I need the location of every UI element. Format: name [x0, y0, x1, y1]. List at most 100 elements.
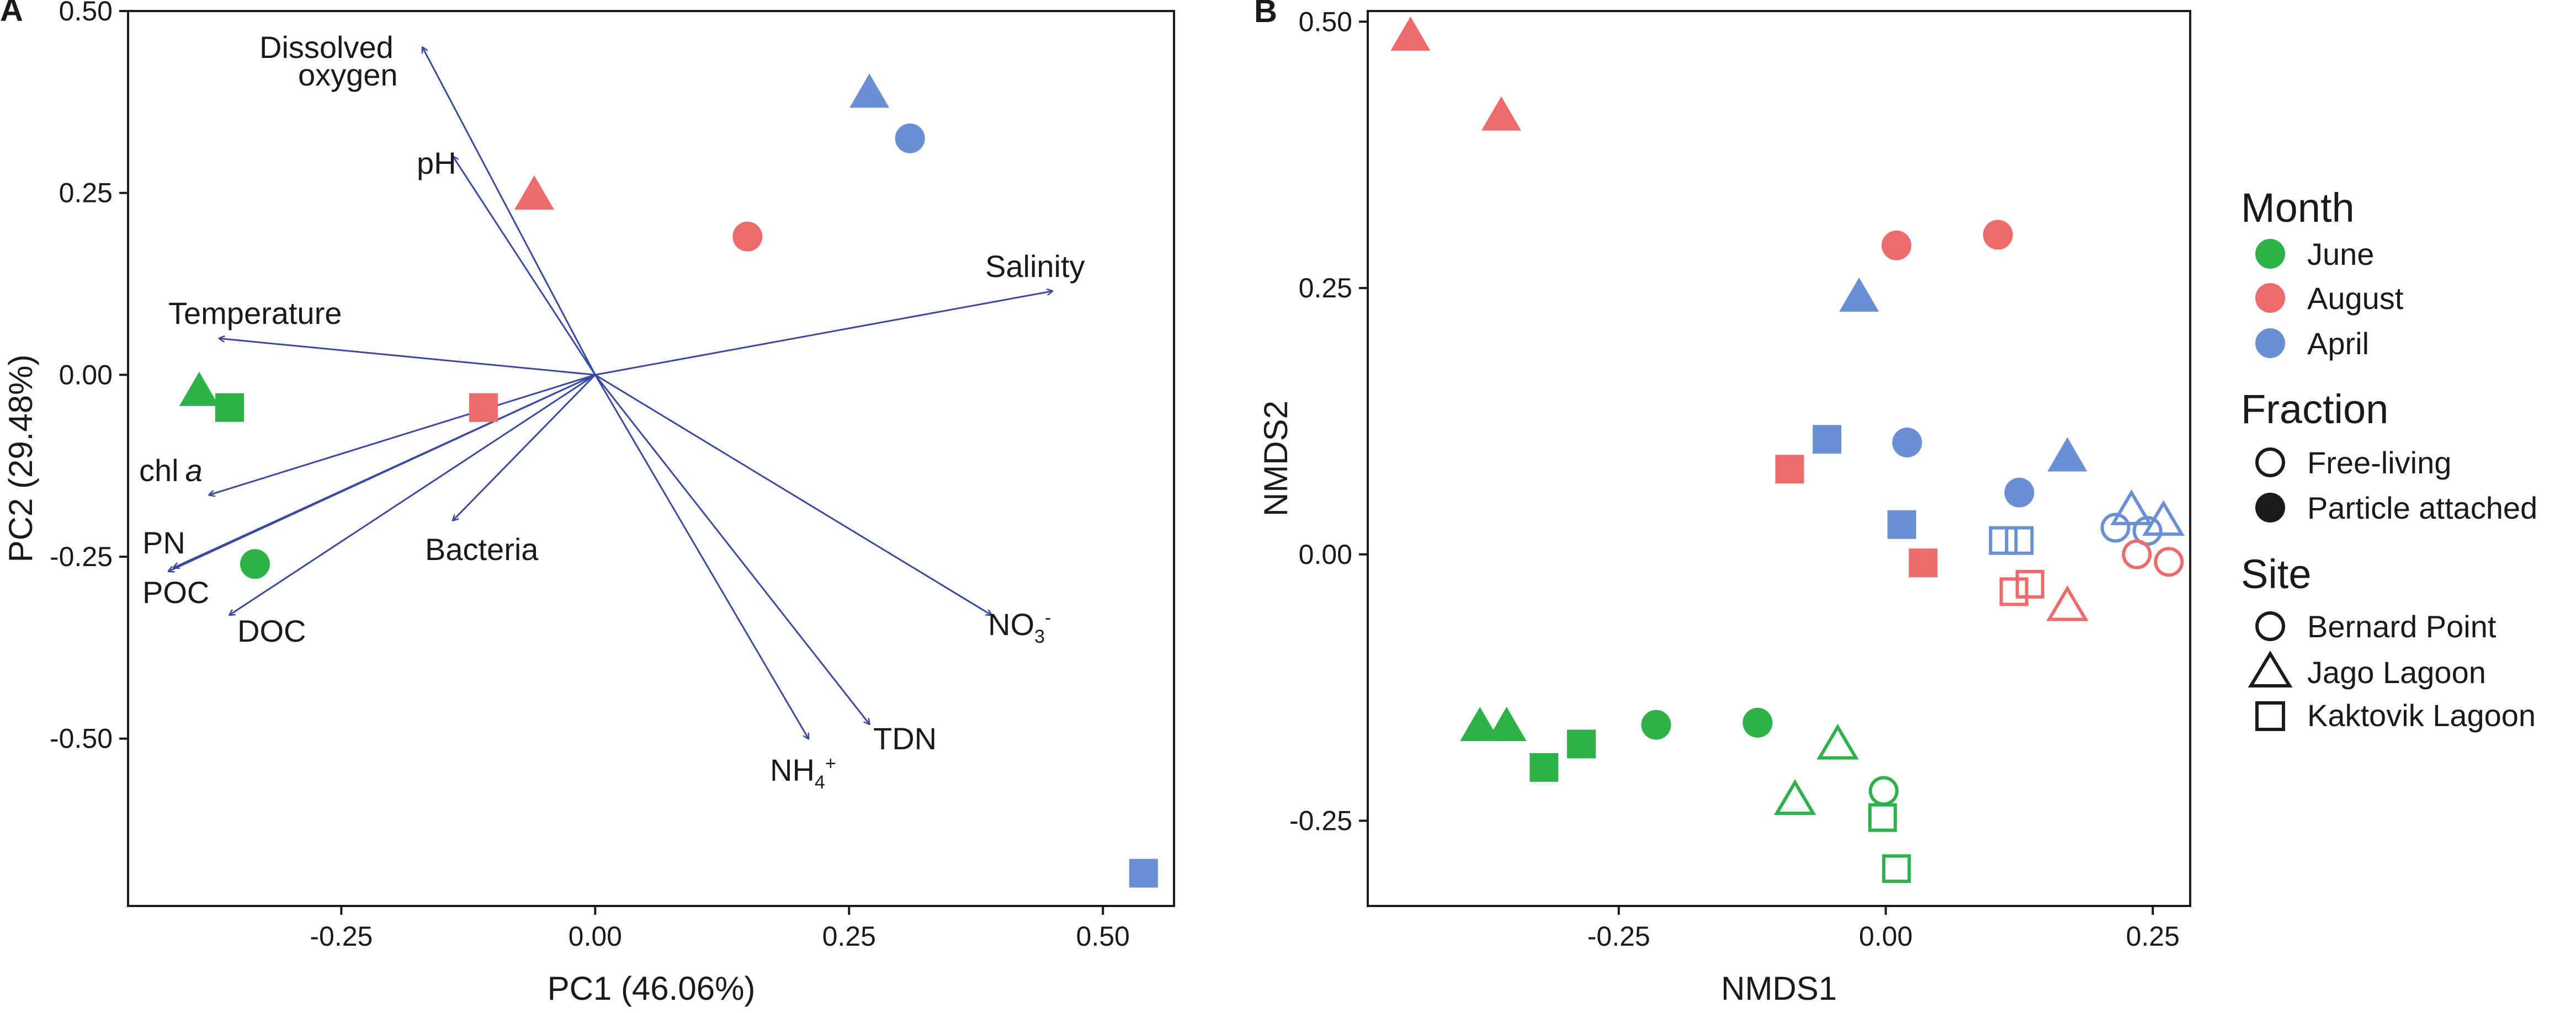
panel-b-point-june-triangle-24 [1486, 707, 1527, 742]
label-chl-a-italic: a [185, 453, 203, 488]
panel-a-x-tick-label: -0.25 [310, 921, 373, 952]
panel-b-point-april-circle-10 [2004, 477, 2035, 508]
vector-doc [230, 374, 596, 615]
panel-b-point-august-circle-3 [1983, 220, 2013, 250]
panel-b-y-tick-label: 0.00 [1299, 539, 1352, 570]
panel-a-y-tick-label: 0.00 [59, 359, 113, 390]
vector-no3 [594, 374, 991, 615]
label-dissolved-oxygen-line1: Dissolved [259, 30, 394, 65]
label-tdn: TDN [873, 721, 937, 756]
vector-chl-a [209, 374, 596, 495]
vector-nh4 [594, 374, 808, 738]
panel-b-y-tick-label: -0.25 [1289, 806, 1352, 836]
panel-b-x-tick-label: -0.25 [1587, 921, 1650, 952]
panel-b-point-august-triangle-0 [1390, 16, 1431, 51]
label-pn: PN [142, 525, 185, 560]
panel-b-point-april-square-13 [2005, 526, 2034, 555]
label-bacteria: Bacteria [425, 532, 539, 567]
legend-august-label: August [2307, 281, 2404, 316]
panel-a-point-april-triangle-6 [849, 73, 890, 108]
panel-a-point-august-triangle-3 [514, 175, 554, 210]
panel-b-y-axis-title: NMDS2 [1257, 401, 1294, 516]
panel-a-vector-labels: Dissolved oxygen pH Temperature Salinity… [139, 30, 1085, 793]
vector-salinity [595, 291, 1052, 376]
panel-b-point-august-circle-21 [2122, 539, 2152, 569]
panel-b-point-june-circle-28 [1743, 707, 1773, 738]
legend-month-title: Month [2241, 185, 2355, 231]
panel-b-point-april-square-12 [1989, 526, 2018, 555]
panel-b-y-tick-label: 0.25 [1299, 273, 1352, 303]
panel-b-x-axis-title: NMDS1 [1721, 970, 1837, 1007]
legend-august-swatch [2255, 283, 2285, 313]
panel-a-y-tick-label: 0.50 [59, 0, 113, 26]
panel-b-point-august-triangle-1 [1481, 96, 1521, 131]
panel-a-x-tick-label: 0.50 [1076, 921, 1130, 952]
label-no3-sup: - [1045, 607, 1051, 628]
label-dissolved-oxygen-line2: oxygen [298, 57, 398, 92]
panel-a-vectors [169, 47, 1053, 739]
panel-a-axes: -0.25 0.00 0.25 0.50 0.50 0.25 0.00 -0.25 -0.50 [50, 0, 1130, 952]
panel-b-point-june-triangle-30 [1773, 779, 1817, 815]
panel-a-x-tick-label: 0.25 [822, 921, 876, 952]
label-nh4: NH4+ [770, 753, 836, 793]
panel-b-point-august-circle-2 [1881, 230, 1911, 260]
panel-b-point-june-square-32 [1868, 803, 1897, 832]
legend-free-living-label: Free-living [2307, 445, 2451, 480]
panel-b-axes: -0.25 0.00 0.25 0.50 0.25 0.00 -0.25 [1289, 6, 2180, 952]
panel-a-point-june-triangle-0 [179, 371, 219, 406]
panel-a: -0.25 0.00 0.25 0.500.500.250.00-0.25-0.50 … [2, 0, 1175, 1007]
label-doc: DOC [237, 614, 306, 648]
legend-april-swatch [2255, 328, 2285, 358]
label-nh4-sub: 4 [815, 772, 825, 793]
panel-b-x-tick-label: 0.25 [2126, 921, 2180, 952]
panel-b: -0.25 0.00 0.25 0.50 0.25 0.00 -0.25 NMDS1 NMD… [1257, 6, 2191, 1007]
panel-b-point-april-circle-18 [2100, 513, 2131, 543]
legend: Month June August April Fraction Free-li… [2241, 185, 2537, 733]
legend-fraction-title: Fraction [2241, 386, 2388, 432]
panel-b-point-april-triangle-17 [2110, 489, 2153, 525]
legend-kaktovik-lagoon-swatch [2255, 701, 2285, 731]
legend-free-living-swatch [2255, 447, 2285, 477]
legend-jago-lagoon-swatch [2248, 651, 2293, 687]
label-temperature: Temperature [168, 296, 342, 330]
panel-b-point-april-triangle-20 [2142, 500, 2185, 536]
label-ph: pH [417, 146, 456, 180]
panel-b-point-august-square-15 [2015, 569, 2044, 599]
label-chl-a: chl a [139, 453, 203, 488]
panel-b-point-june-circle-27 [1641, 710, 1671, 740]
legend-jago-lagoon-label: Jago Lagoon [2307, 655, 2486, 690]
panel-b-point-june-square-25 [1529, 753, 1559, 782]
panel-b-point-august-square-14 [1999, 577, 2028, 606]
panel-b-point-june-square-26 [1567, 729, 1596, 759]
label-nh4-text: NH [770, 753, 815, 787]
panel-a-frame [127, 10, 1175, 907]
panel-b-point-august-circle-22 [2154, 547, 2184, 577]
vector-bacteria [453, 374, 596, 520]
label-no3: NO3- [988, 607, 1051, 647]
panel-a-y-axis-title: PC2 (29.48%) [2, 355, 39, 563]
panel-a-point-april-square-8 [1129, 859, 1158, 888]
legend-site-title: Site [2241, 551, 2312, 597]
panel-b-point-april-square-5 [1813, 425, 1842, 454]
panel-b-point-april-triangle-4 [1839, 277, 1879, 312]
panel-b-point-june-square-33 [1882, 854, 1911, 883]
label-no3-sub: 3 [1034, 626, 1045, 647]
legend-april-label: April [2307, 326, 2369, 361]
panel-a-x-tick-label: 0.00 [569, 921, 622, 952]
panel-b-point-april-circle-7 [1892, 428, 1922, 458]
legend-particle-attached-label: Particle attached [2307, 490, 2537, 525]
panel-a-point-june-square-1 [215, 393, 244, 422]
vector-temperature [220, 338, 596, 376]
vector-tdn [594, 374, 869, 724]
panel-b-point-june-triangle-23 [1460, 707, 1500, 742]
label-nh4-sup: + [825, 753, 836, 774]
legend-bernard-point-swatch [2255, 611, 2285, 641]
panel-a-point-april-circle-7 [895, 123, 925, 153]
panel-a-y-tick-label: 0.25 [59, 178, 113, 209]
panel-b-x-tick-label: 0.00 [1859, 921, 1913, 952]
panel-a-y-tick-label: -0.25 [50, 541, 113, 572]
panel-a-letter: A [0, 0, 23, 28]
legend-bernard-point-label: Bernard Point [2307, 609, 2497, 644]
panel-a-x-axis-title: PC1 (46.06%) [548, 970, 756, 1007]
